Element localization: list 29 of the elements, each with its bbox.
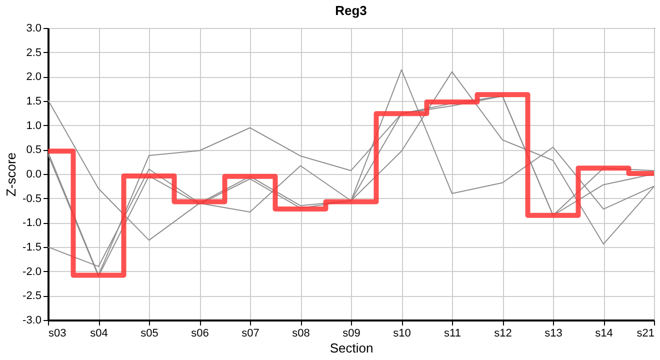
y-tick-label: -1.0 xyxy=(22,217,42,230)
x-tick-label: s03 xyxy=(48,328,66,340)
y-tick-label: -3.0 xyxy=(22,314,42,326)
x-tick-label: s13 xyxy=(544,328,562,340)
x-tick-label: s07 xyxy=(242,328,260,340)
x-tick-label: s09 xyxy=(342,328,360,340)
y-tick-label: -2.0 xyxy=(22,266,42,278)
y-tick-label: 0.0 xyxy=(26,168,42,180)
y-tick-label: 1.5 xyxy=(26,96,42,108)
y-tick-label: 1.0 xyxy=(26,120,42,132)
x-tick-label: s10 xyxy=(393,328,411,340)
x-tick-label: s11 xyxy=(444,328,461,340)
y-tick-label: 3.0 xyxy=(26,22,42,34)
chart-title: Reg3 xyxy=(335,3,367,18)
y-axis-title: Z-score xyxy=(4,152,19,197)
x-tick-label: s14 xyxy=(595,328,613,340)
x-tick-label: s06 xyxy=(191,328,209,340)
x-axis-title: Section xyxy=(330,340,374,356)
x-tick-label: s08 xyxy=(292,328,310,340)
y-tick-label: 2.5 xyxy=(26,46,42,59)
y-tick-label: -1.5 xyxy=(22,242,42,254)
y-tick-label: 0.5 xyxy=(26,144,42,156)
x-tick-label: s04 xyxy=(90,328,108,340)
x-tick-label: s05 xyxy=(140,328,158,340)
y-tick-label: -2.5 xyxy=(22,290,42,302)
x-tick-label: s21 xyxy=(636,328,654,340)
y-tick-label: -0.5 xyxy=(22,192,42,205)
y-tick-label: 2.0 xyxy=(26,71,42,84)
x-tick-label: s12 xyxy=(494,328,512,340)
